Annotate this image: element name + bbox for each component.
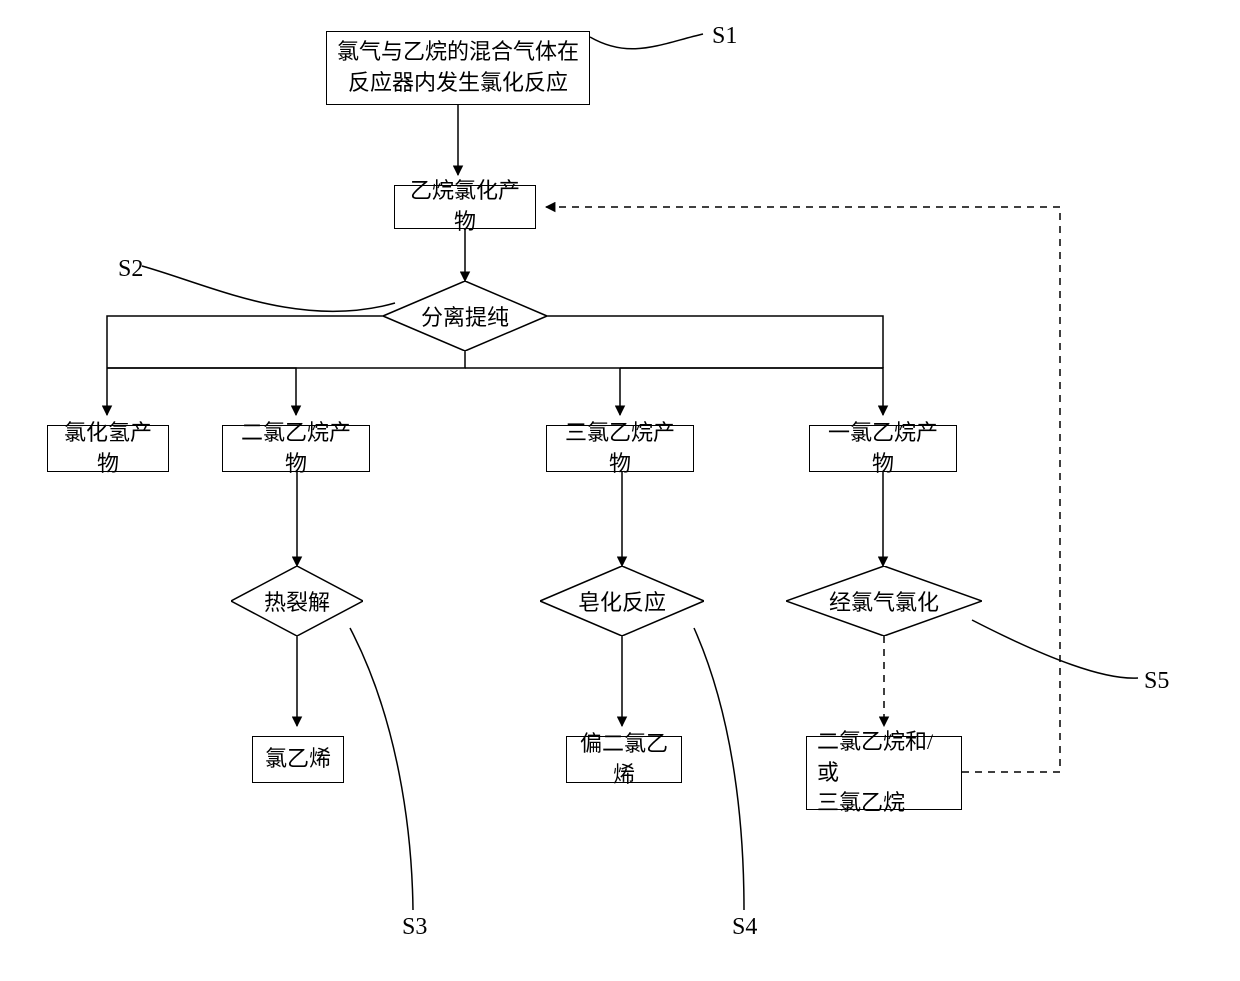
connector-layer bbox=[0, 0, 1240, 981]
node-dichloroethane: 二氯乙烷产物 bbox=[222, 425, 370, 472]
dashed-connectors bbox=[546, 207, 1060, 772]
node-monochloroethane: 一氯乙烷产物 bbox=[809, 425, 957, 472]
node-trichloroethane: 三氯乙烷产物 bbox=[546, 425, 694, 472]
node-vinyl-chloride: 氯乙烯 bbox=[252, 736, 344, 783]
diamond-chlorination: 经氯气氯化 bbox=[786, 566, 982, 636]
label-s1: S1 bbox=[712, 23, 737, 50]
node-vinylidene-chloride: 偏二氯乙烯 bbox=[566, 736, 682, 783]
text: 氯乙烯 bbox=[265, 744, 331, 775]
diamond-saponification: 皂化反应 bbox=[540, 566, 704, 636]
node-s1-reaction: 氯气与乙烷的混合气体在反应器内发生氯化反应 bbox=[326, 31, 590, 105]
diamond-pyrolysis: 热裂解 bbox=[231, 566, 363, 636]
text: 氯化氢产物 bbox=[58, 418, 158, 480]
text: 二氯乙烷和/或三氯乙烷 bbox=[817, 727, 951, 819]
label-s5: S5 bbox=[1144, 668, 1169, 695]
node-chlorination-product: 乙烷氯化产物 bbox=[394, 185, 536, 229]
label-s4: S4 bbox=[732, 914, 757, 941]
node-hcl-product: 氯化氢产物 bbox=[47, 425, 169, 472]
text: 一氯乙烷产物 bbox=[820, 418, 946, 480]
text: 三氯乙烷产物 bbox=[557, 418, 683, 480]
label-s3: S3 bbox=[402, 914, 427, 941]
text: 氯气与乙烷的混合气体在反应器内发生氯化反应 bbox=[337, 37, 579, 99]
text: 乙烷氯化产物 bbox=[405, 176, 525, 238]
text: 偏二氯乙烯 bbox=[577, 729, 671, 791]
text: 二氯乙烷产物 bbox=[233, 418, 359, 480]
node-recycle-product: 二氯乙烷和/或三氯乙烷 bbox=[806, 736, 962, 810]
label-s2: S2 bbox=[118, 256, 143, 283]
diamond-separation: 分离提纯 bbox=[383, 281, 547, 351]
